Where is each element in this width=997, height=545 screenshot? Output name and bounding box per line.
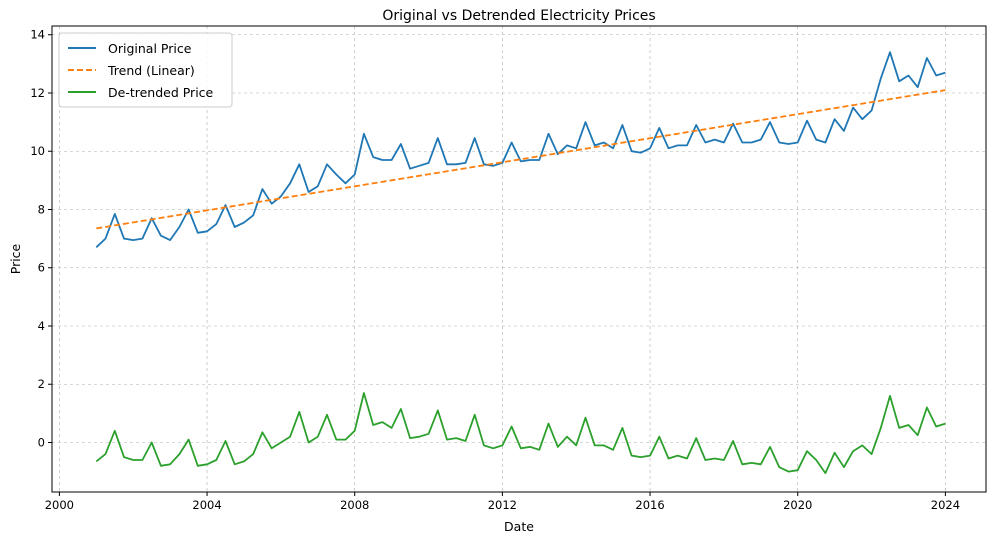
- legend-label-trend: Trend (Linear): [107, 63, 195, 78]
- legend: Original Price Trend (Linear) De-trended…: [58, 32, 233, 108]
- legend-box: [58, 32, 233, 108]
- y-tick-label: 2: [38, 377, 45, 391]
- y-ticks: 0 2 4 6 8 10 12 14: [30, 28, 52, 449]
- legend-label-detrended-price: De-trended Price: [108, 85, 214, 100]
- plot-lines: [95, 51, 946, 474]
- x-tick-label: 2024: [931, 498, 960, 512]
- legend-label-original-price: Original Price: [108, 41, 192, 56]
- x-tick-label: 2016: [635, 498, 664, 512]
- axes-frame: [51, 25, 987, 493]
- y-tick-label: 10: [30, 144, 45, 158]
- series-line-trend-linear: [96, 89, 946, 230]
- y-tick-label: 6: [38, 261, 45, 275]
- x-ticks: 2000 2004 2008 2012 2016 2020 2024: [45, 492, 960, 512]
- series-line-original-price: [95, 51, 946, 248]
- x-tick-label: 2020: [783, 498, 812, 512]
- x-tick-label: 2012: [488, 498, 517, 512]
- y-tick-label: 14: [30, 28, 45, 42]
- series-line-de-trended-price: [95, 392, 946, 474]
- x-tick-label: 2004: [192, 498, 221, 512]
- y-tick-label: 4: [38, 319, 45, 333]
- y-axis-label: Price: [8, 243, 23, 274]
- chart-title: Original vs Detrended Electricity Prices: [382, 8, 655, 24]
- y-tick-label: 12: [30, 86, 45, 100]
- x-tick-label: 2000: [45, 498, 74, 512]
- y-tick-label: 8: [38, 202, 45, 216]
- x-tick-label: 2008: [340, 498, 369, 512]
- x-axis-label: Date: [504, 519, 534, 534]
- y-tick-label: 0: [38, 435, 45, 449]
